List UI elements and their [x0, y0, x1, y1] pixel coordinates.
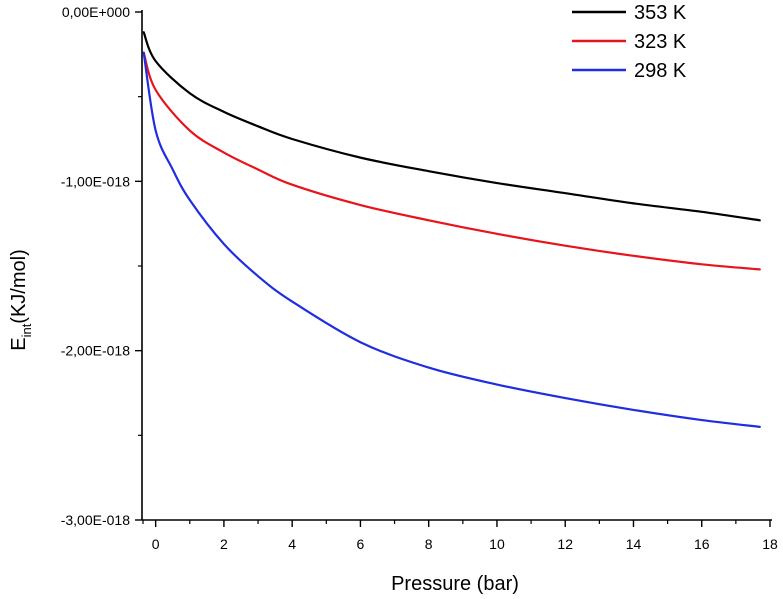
x-tick-label: 16: [694, 536, 710, 552]
x-tick-label: 18: [762, 536, 778, 552]
y-axis-title: Eint(KJ/mol): [8, 249, 34, 351]
series-line-298-k: [142, 51, 761, 428]
legend: 353 K 323 K 298 K: [572, 2, 687, 82]
y-axis-ticks: 0,00E+000 -1,00E-018 -2,00E-018 -3,00E-018: [61, 4, 142, 528]
legend-label-323-k: 323 K: [634, 31, 687, 53]
legend-label-298-k: 298 K: [634, 60, 687, 82]
y-tick-label: -3,00E-018: [61, 512, 130, 528]
x-tick-label: 14: [626, 536, 642, 552]
x-tick-label: 10: [489, 536, 505, 552]
x-tick-label: 0: [152, 536, 160, 552]
series-line-353-k: [142, 31, 761, 222]
axes: [141, 10, 772, 521]
x-tick-label: 2: [220, 536, 228, 552]
y-axis-title-subscript: int: [19, 323, 34, 337]
x-tick-label: 8: [425, 536, 433, 552]
legend-label-353-k: 353 K: [634, 2, 687, 24]
y-tick-label: -1,00E-018: [61, 173, 130, 189]
x-tick-label: 4: [288, 536, 296, 552]
x-tick-label: 6: [357, 536, 365, 552]
series-lines: [142, 31, 761, 428]
y-axis-title-main: E: [8, 337, 30, 350]
y-axis-title-unit: (KJ/mol): [8, 249, 30, 323]
x-axis-ticks: 0 2 4 6 8 10 12 14 16 18: [142, 520, 778, 552]
x-tick-label: 12: [557, 536, 573, 552]
x-axis-title: Pressure (bar): [391, 573, 519, 595]
y-tick-label: -2,00E-018: [61, 343, 130, 359]
y-tick-label: 0,00E+000: [62, 4, 130, 20]
series-line-323-k: [142, 51, 761, 271]
